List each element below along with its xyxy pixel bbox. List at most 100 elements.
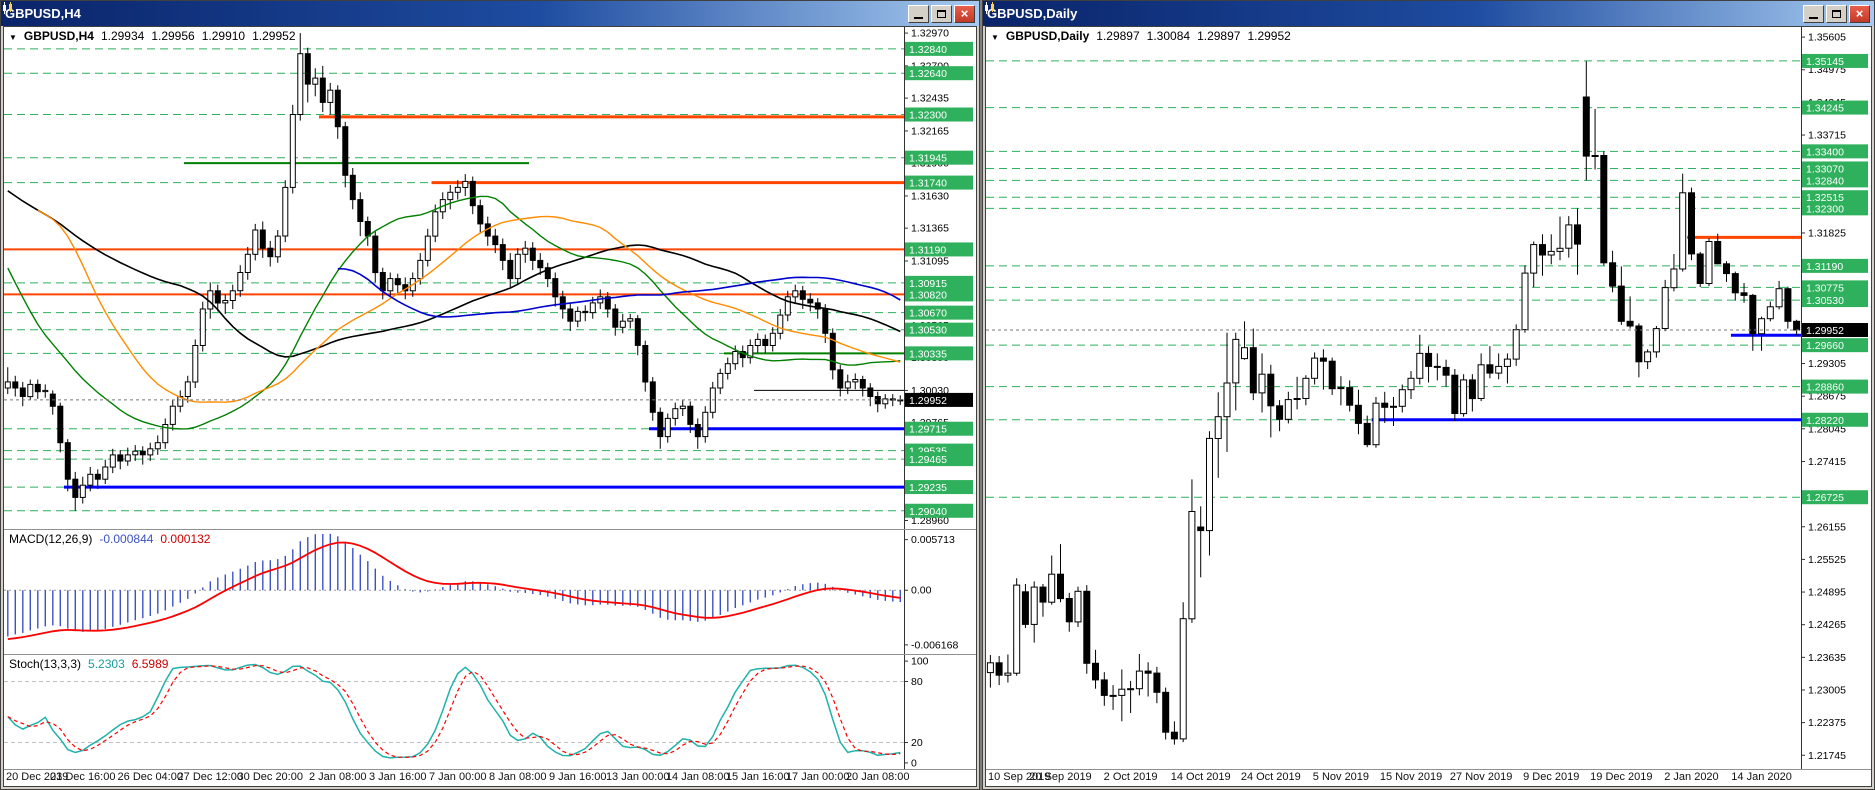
macd-svg[interactable]: 0.005713 0.00 -0.006168 bbox=[4, 530, 976, 654]
restore-icon bbox=[1832, 9, 1841, 18]
gbpusd-daily-chart-svg[interactable]: 1.356051.349751.343451.337151.330851.324… bbox=[986, 27, 1871, 769]
chart-area-daily: ▼ GBPUSD,Daily 1.29897 1.30084 1.29897 1… bbox=[985, 26, 1872, 787]
stoch-signal-value: 6.5989 bbox=[131, 657, 169, 671]
stoch-axis[interactable]: 100 80 20 0 bbox=[904, 655, 929, 769]
header-close: 1.29952 bbox=[252, 29, 296, 43]
time-label: 9 Dec 2019 bbox=[1523, 771, 1580, 783]
time-label: 20 Dec 2019 bbox=[6, 771, 69, 783]
svg-text:1.29660: 1.29660 bbox=[1806, 340, 1844, 352]
svg-text:1.31190: 1.31190 bbox=[909, 244, 946, 256]
header-close: 1.29952 bbox=[1247, 29, 1291, 43]
svg-text:1.22375: 1.22375 bbox=[1808, 717, 1846, 729]
svg-text:1.29305: 1.29305 bbox=[1808, 358, 1846, 370]
svg-text:1.35605: 1.35605 bbox=[1808, 32, 1846, 44]
candles-layer bbox=[4, 33, 904, 511]
svg-text:0.005713: 0.005713 bbox=[911, 534, 955, 546]
time-label: 23 Dec 16:00 bbox=[50, 771, 116, 783]
time-axis-daily[interactable]: 10 Sep 2019 20 Sep 2019 2 Oct 2019 14 Oct 2… bbox=[986, 769, 1871, 786]
svg-text:1.29952: 1.29952 bbox=[1806, 325, 1844, 337]
time-label: 24 Oct 2019 bbox=[1240, 771, 1301, 783]
close-button[interactable]: × bbox=[1849, 4, 1870, 23]
time-label: 20 Sep 2019 bbox=[1029, 771, 1092, 783]
time-label: 2 Jan 2020 bbox=[1664, 771, 1719, 783]
header-symbol: GBPUSD,Daily bbox=[1005, 29, 1090, 43]
macd-axis[interactable]: 0.005713 0.00 -0.006168 bbox=[904, 530, 958, 654]
time-label: 8 Jan 08:00 bbox=[489, 771, 547, 783]
svg-text:1.30915: 1.30915 bbox=[909, 278, 947, 290]
dashed-level-lines bbox=[986, 60, 1801, 498]
macd-histogram bbox=[7, 533, 901, 637]
titlebar-h4[interactable]: GBPUSD,H4 × bbox=[1, 1, 979, 26]
titlebar-daily[interactable]: GBPUSD,Daily × bbox=[983, 1, 1874, 26]
time-label: 10 Sep 2019 bbox=[988, 771, 1051, 783]
svg-text:1.23635: 1.23635 bbox=[1808, 652, 1846, 664]
time-label: 27 Dec 12:00 bbox=[177, 771, 243, 783]
analysis-lines[interactable] bbox=[4, 115, 904, 489]
price-pane-daily[interactable]: ▼ GBPUSD,Daily 1.29897 1.30084 1.29897 1… bbox=[986, 27, 1871, 769]
svg-text:1.32970: 1.32970 bbox=[911, 28, 949, 40]
gbpusd-h4-chart-svg[interactable]: 1.329701.327001.324351.321651.319001.316… bbox=[4, 27, 976, 529]
time-label: 19 Dec 2019 bbox=[1590, 771, 1653, 783]
svg-text:1.29235: 1.29235 bbox=[909, 482, 947, 494]
svg-text:1.32300: 1.32300 bbox=[909, 110, 947, 122]
time-label: 17 Jan 00:00 bbox=[785, 771, 850, 783]
chart-area-h4: ▼ GBPUSD,H4 1.29934 1.29956 1.29910 1.29… bbox=[3, 26, 977, 787]
price-pane-h4[interactable]: ▼ GBPUSD,H4 1.29934 1.29956 1.29910 1.29… bbox=[4, 27, 976, 529]
time-axis-h4[interactable]: 20 Dec 2019 23 Dec 16:00 26 Dec 04:00 27 De… bbox=[4, 769, 976, 786]
svg-text:1.33400: 1.33400 bbox=[1806, 146, 1844, 158]
minimize-button[interactable] bbox=[1803, 4, 1824, 23]
time-label: 2 Oct 2019 bbox=[1103, 771, 1158, 783]
svg-text:1.31095: 1.31095 bbox=[911, 255, 949, 267]
minimize-button[interactable] bbox=[908, 4, 929, 23]
ma-line-60 bbox=[7, 190, 901, 358]
restore-button[interactable] bbox=[1826, 4, 1847, 23]
macd-label: MACD(12,26,9) bbox=[9, 532, 93, 546]
ma-line-42 bbox=[37, 209, 901, 403]
candlestick-chart-icon bbox=[985, 2, 994, 14]
svg-text:1.29952: 1.29952 bbox=[909, 395, 947, 407]
svg-text:1.27415: 1.27415 bbox=[1808, 456, 1846, 468]
svg-text:1.30670: 1.30670 bbox=[909, 308, 947, 320]
window-title: GBPUSD,H4 bbox=[5, 6, 81, 21]
svg-text:1.33715: 1.33715 bbox=[1808, 130, 1846, 142]
macd-pane[interactable]: MACD(12,26,9) -0.000844 0.000132 0.00571… bbox=[4, 529, 976, 654]
macd-header: MACD(12,26,9) -0.000844 0.000132 bbox=[9, 532, 210, 546]
minimize-icon bbox=[914, 17, 923, 19]
time-label: 26 Dec 04:00 bbox=[117, 771, 183, 783]
candlestick-chart-icon bbox=[3, 2, 12, 14]
stoch-signal-line bbox=[7, 665, 901, 759]
time-label: 7 Jan 00:00 bbox=[429, 771, 487, 783]
header-high: 1.30084 bbox=[1146, 29, 1191, 43]
svg-text:1.28220: 1.28220 bbox=[1806, 415, 1844, 427]
analysis-lines[interactable] bbox=[1371, 235, 1801, 422]
stochastic-svg[interactable]: 100 80 20 0 bbox=[4, 655, 976, 769]
header-low: 1.29897 bbox=[1197, 29, 1241, 43]
svg-text:1.24895: 1.24895 bbox=[1808, 587, 1846, 599]
stoch-header: Stoch(13,3,3) 5.2303 6.5989 bbox=[9, 657, 168, 671]
svg-text:1.32840: 1.32840 bbox=[1806, 175, 1844, 187]
symbol-marker-icon: ▼ bbox=[991, 33, 999, 42]
close-button[interactable]: × bbox=[954, 4, 975, 23]
macd-signal-line bbox=[7, 541, 901, 640]
header-open: 1.29934 bbox=[100, 29, 145, 43]
time-label: 15 Jan 16:00 bbox=[725, 771, 790, 783]
svg-text:1.28860: 1.28860 bbox=[1806, 382, 1844, 394]
restore-button[interactable] bbox=[931, 4, 952, 23]
time-label: 14 Oct 2019 bbox=[1170, 771, 1231, 783]
stochastic-pane[interactable]: Stoch(13,3,3) 5.2303 6.5989 100 80 20 0 bbox=[4, 654, 976, 769]
time-label: 14 Jan 2020 bbox=[1731, 771, 1792, 783]
ma-line-28 bbox=[7, 195, 901, 430]
symbol-marker-icon: ▼ bbox=[9, 33, 17, 42]
ma-line-80 bbox=[337, 267, 901, 318]
svg-text:1.28960: 1.28960 bbox=[911, 515, 949, 527]
svg-text:1.30335: 1.30335 bbox=[909, 348, 947, 360]
candles-layer bbox=[986, 61, 1801, 745]
price-axis[interactable]: 1.356051.349751.343451.337151.330851.324… bbox=[1801, 27, 1868, 769]
svg-text:1.31945: 1.31945 bbox=[909, 153, 947, 165]
stoch-main-value: 5.2303 bbox=[88, 657, 125, 671]
svg-text:80: 80 bbox=[911, 676, 923, 688]
svg-text:1.24265: 1.24265 bbox=[1808, 619, 1846, 631]
window-title: GBPUSD,Daily bbox=[987, 6, 1078, 21]
price-axis[interactable]: 1.329701.327001.324351.321651.319001.316… bbox=[904, 27, 973, 529]
svg-text:0.00: 0.00 bbox=[911, 585, 932, 597]
